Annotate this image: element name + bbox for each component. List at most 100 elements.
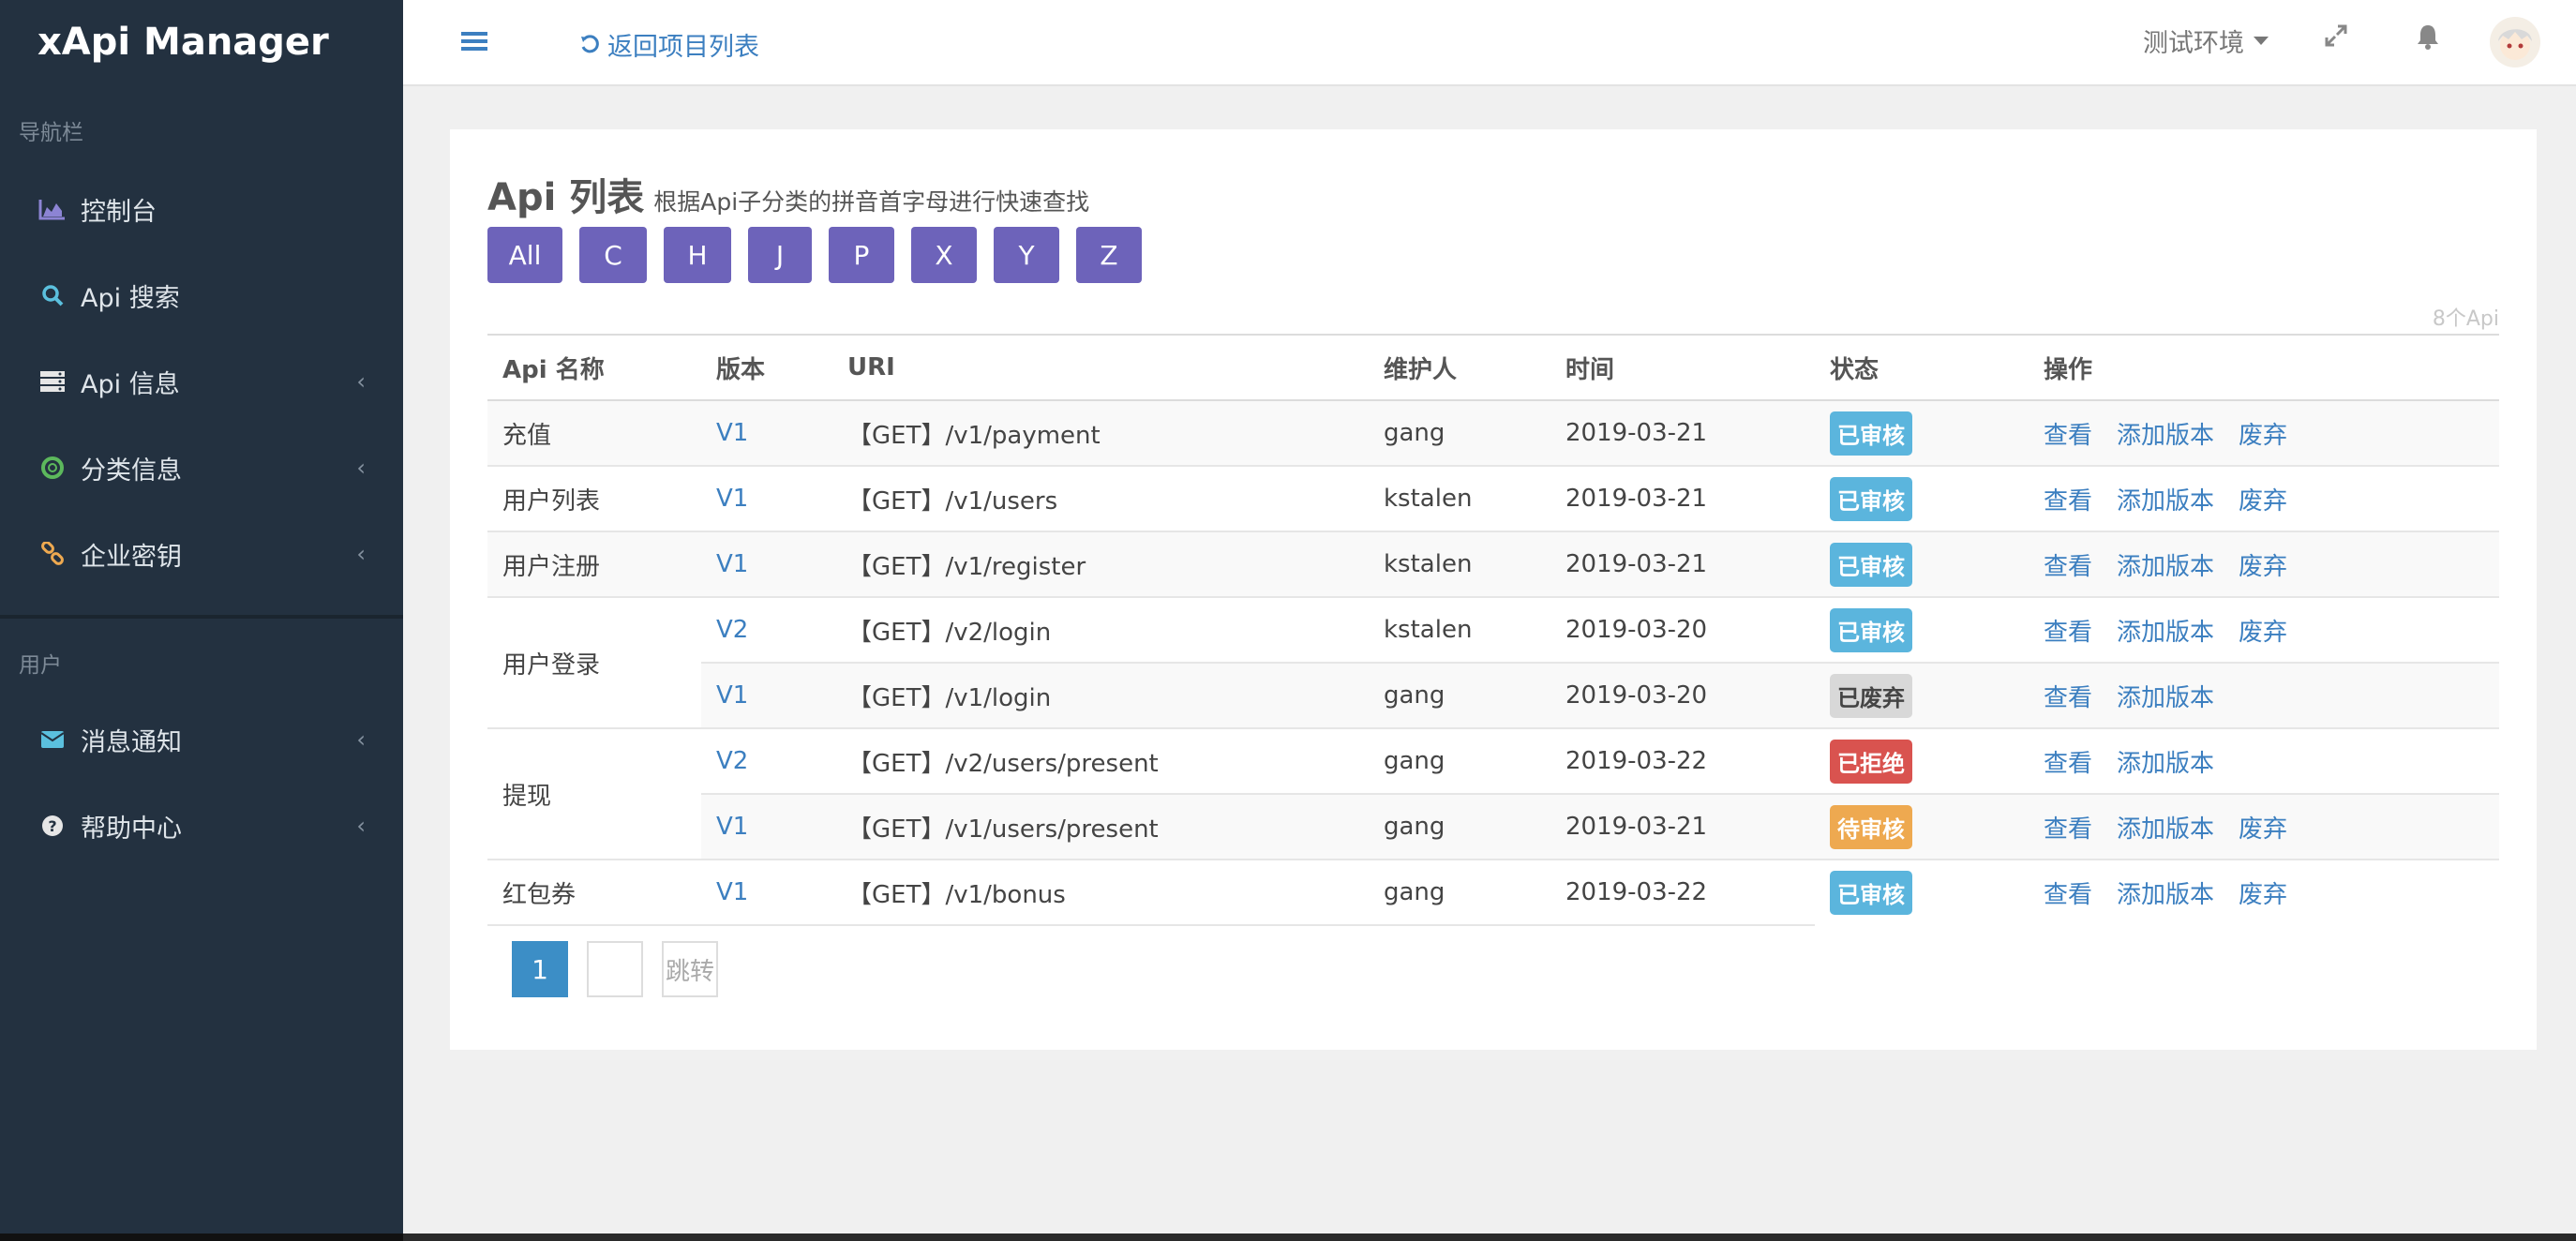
- maintainer: kstalen: [1369, 466, 1550, 532]
- menu-toggle-icon[interactable]: [461, 32, 487, 54]
- abandon-link[interactable]: 废弃: [2239, 815, 2288, 844]
- letter-filter-y-button[interactable]: Y: [994, 227, 1059, 283]
- add-version-link[interactable]: 添加版本: [2117, 421, 2215, 450]
- envelope-icon: [34, 730, 71, 749]
- sidebar-item-label: Api 搜索: [81, 283, 180, 313]
- top-header: 返回项目列表 测试环境: [403, 0, 2576, 86]
- sidebar-item-notifications[interactable]: 消息通知 ‹: [0, 707, 403, 772]
- column-header-status: 状态: [1815, 334, 2029, 401]
- table-row: 充值 V1 【GET】/v1/payment gang 2019-03-21 已…: [487, 400, 2499, 467]
- page-jump-button[interactable]: 跳转: [662, 941, 718, 997]
- link-icon: [34, 542, 71, 566]
- status-badge: 已审核: [1830, 607, 1912, 652]
- letter-filter-h-button[interactable]: H: [664, 227, 731, 283]
- maintainer: kstalen: [1369, 531, 1550, 598]
- add-version-link[interactable]: 添加版本: [2117, 486, 2215, 516]
- letter-filter-all-button[interactable]: All: [487, 227, 562, 283]
- sidebar-item-label: Api 信息: [81, 369, 180, 399]
- letter-filter-p-button[interactable]: P: [829, 227, 894, 283]
- sidebar-item-label: 分类信息: [81, 456, 182, 486]
- add-version-link[interactable]: 添加版本: [2117, 618, 2215, 647]
- question-circle-icon: ?: [34, 815, 71, 837]
- view-link[interactable]: 查看: [2044, 552, 2093, 581]
- abandon-link[interactable]: 废弃: [2239, 618, 2288, 647]
- fullscreen-icon[interactable]: [2323, 22, 2349, 49]
- api-name: 用户列表: [487, 466, 701, 532]
- letter-filter-c-button[interactable]: C: [579, 227, 647, 283]
- sidebar-item-label: 帮助中心: [81, 814, 182, 844]
- status-badge: 已审核: [1830, 542, 1912, 587]
- abandon-link[interactable]: 废弃: [2239, 421, 2288, 450]
- environment-dropdown[interactable]: 测试环境: [2143, 22, 2269, 59]
- column-header-time: 时间: [1550, 334, 1815, 401]
- sidebar-item-api-info[interactable]: Api 信息 ‹: [0, 349, 403, 414]
- version-link[interactable]: V2: [716, 616, 749, 644]
- view-link[interactable]: 查看: [2044, 618, 2093, 647]
- user-avatar[interactable]: [2490, 17, 2540, 67]
- maintainer: gang: [1369, 728, 1550, 795]
- date: 2019-03-21: [1550, 466, 1815, 532]
- letter-filter-j-button[interactable]: J: [748, 227, 812, 283]
- version-link[interactable]: V1: [716, 813, 749, 841]
- sidebar-item-api-search[interactable]: Api 搜索: [0, 262, 403, 328]
- table-row: 提现 V2 【GET】/v2/users/present gang 2019-0…: [487, 728, 2499, 860]
- column-header-version: 版本: [701, 334, 832, 401]
- api-uri: 【GET】/v1/users/present: [832, 794, 1369, 860]
- chevron-left-icon: ‹: [356, 455, 366, 481]
- column-header-name: Api 名称: [487, 334, 701, 401]
- bell-icon[interactable]: [2415, 22, 2441, 51]
- view-link[interactable]: 查看: [2044, 749, 2093, 778]
- page-title: Api 列表 根据Api子分类的拼音首字母进行快速查找: [487, 167, 1089, 221]
- table-row: V1 【GET】/v1/login gang 2019-03-20 已废弃 查看…: [487, 663, 2499, 729]
- sidebar: xApi Manager 导航栏 控制台 Api 搜索 Api 信息 ‹ 分类信…: [0, 0, 403, 1241]
- sidebar-item-category-info[interactable]: 分类信息 ‹: [0, 435, 403, 501]
- version-link[interactable]: V1: [716, 878, 749, 906]
- pagination: 1 跳转: [512, 941, 718, 997]
- add-version-link[interactable]: 添加版本: [2117, 749, 2215, 778]
- version-link[interactable]: V1: [716, 681, 749, 710]
- version-link[interactable]: V1: [716, 485, 749, 513]
- date: 2019-03-21: [1550, 531, 1815, 598]
- api-name: 提现: [487, 728, 701, 860]
- view-link[interactable]: 查看: [2044, 486, 2093, 516]
- add-version-link[interactable]: 添加版本: [2117, 552, 2215, 581]
- date: 2019-03-21: [1550, 794, 1815, 860]
- sidebar-item-dashboard[interactable]: 控制台: [0, 176, 403, 242]
- date: 2019-03-20: [1550, 663, 1815, 729]
- letter-filter: All C H J P X Y Z: [487, 227, 1159, 283]
- sidebar-item-help[interactable]: ? 帮助中心 ‹: [0, 793, 403, 859]
- add-version-link[interactable]: 添加版本: [2117, 881, 2215, 909]
- version-link[interactable]: V1: [716, 419, 749, 447]
- user-section-label: 用户: [19, 653, 62, 678]
- back-link-label: 返回项目列表: [607, 33, 759, 62]
- undo-icon: [579, 34, 602, 56]
- life-ring-icon: [34, 456, 71, 480]
- abandon-link[interactable]: 废弃: [2239, 881, 2288, 909]
- api-uri: 【GET】/v1/register: [832, 531, 1369, 598]
- search-icon: [34, 284, 71, 307]
- abandon-link[interactable]: 废弃: [2239, 552, 2288, 581]
- page-jump-input[interactable]: [587, 941, 643, 997]
- sidebar-item-label: 消息通知: [81, 727, 182, 757]
- back-to-projects-link[interactable]: 返回项目列表: [579, 26, 759, 63]
- api-name: 充值: [487, 400, 701, 467]
- bottom-strip: [403, 1234, 2576, 1241]
- view-link[interactable]: 查看: [2044, 881, 2093, 909]
- page-button-current[interactable]: 1: [512, 941, 568, 997]
- maintainer: gang: [1369, 794, 1550, 860]
- status-badge: 已拒绝: [1830, 739, 1912, 784]
- sidebar-item-enterprise-key[interactable]: 企业密钥 ‹: [0, 521, 403, 587]
- view-link[interactable]: 查看: [2044, 683, 2093, 712]
- abandon-link[interactable]: 废弃: [2239, 486, 2288, 516]
- add-version-link[interactable]: 添加版本: [2117, 683, 2215, 712]
- version-link[interactable]: V1: [716, 550, 749, 578]
- column-header-actions: 操作: [2029, 334, 2499, 401]
- chevron-left-icon: ‹: [356, 541, 366, 567]
- api-name: 红包券: [487, 860, 701, 926]
- view-link[interactable]: 查看: [2044, 421, 2093, 450]
- add-version-link[interactable]: 添加版本: [2117, 815, 2215, 844]
- letter-filter-x-button[interactable]: X: [911, 227, 977, 283]
- letter-filter-z-button[interactable]: Z: [1076, 227, 1142, 283]
- version-link[interactable]: V2: [716, 747, 749, 775]
- view-link[interactable]: 查看: [2044, 815, 2093, 844]
